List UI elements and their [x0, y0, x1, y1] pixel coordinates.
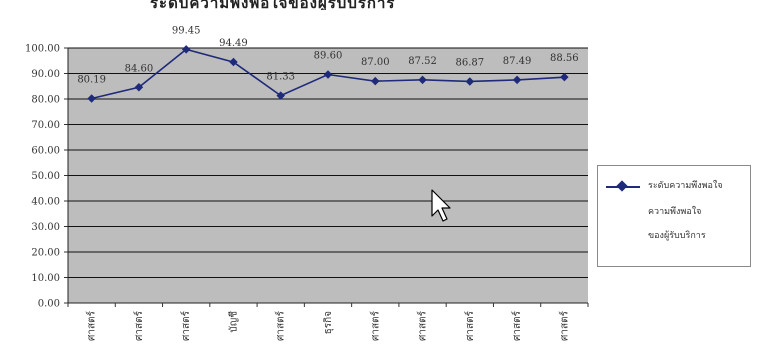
mouse-pointer-icon	[431, 189, 451, 222]
data-label: 87.49	[503, 56, 532, 67]
x-tick-label: ธุรกิจ	[323, 311, 334, 335]
data-point-marker	[465, 77, 475, 86]
series	[87, 45, 569, 103]
data-labels: 80.19 84.60 99.45 94.49 81.33 89.60 87.00 87.52…	[77, 25, 578, 85]
x-tick-label: บัญชี	[227, 311, 239, 333]
x-tick-labels: ศาสตร์ ศาสตร์ ศาสตร์ บัญชี ศาสตร์ ธุรกิจ ศาสตร…	[86, 310, 571, 341]
data-label: 87.00	[361, 57, 390, 68]
data-point-marker	[229, 57, 238, 67]
data-label: 87.52	[408, 56, 437, 67]
data-point-marker	[323, 70, 333, 79]
y-tick-label: 70.00	[31, 120, 60, 131]
data-label: 86.87	[455, 57, 484, 68]
x-tick-label: ศาสตร์	[86, 310, 98, 341]
y-tick-label: 100.00	[25, 44, 60, 55]
legend: ระดับความพึงพอใจ ความพึงพอใจ ของผู้รับบร…	[597, 165, 751, 267]
data-point-marker	[371, 76, 380, 86]
y-tick-label: 20.00	[31, 248, 60, 259]
data-label: 80.19	[77, 75, 106, 86]
data-point-marker	[418, 75, 427, 85]
data-point-marker	[276, 91, 285, 100]
data-label: 84.60	[125, 63, 154, 74]
legend-marker-swatch	[616, 180, 628, 192]
y-tick-label: 40.00	[31, 197, 60, 208]
chart-title-strip: ระดับความพึงพอใจของผู้รับบริการ	[0, 0, 761, 10]
x-tick-label: ศาสตร์	[558, 310, 570, 341]
axes	[64, 47, 589, 307]
data-label: 89.60	[314, 51, 343, 62]
x-tick-label: ศาสตร์	[369, 310, 381, 341]
legend-text-line-2: ความพึงพอใจ	[648, 207, 702, 217]
data-label: 99.45	[172, 25, 201, 36]
data-label: 81.33	[266, 72, 295, 83]
y-tick-labels: 0.00 10.00 20.00 30.00 40.00 50.00 60.00 70.00 8…	[25, 44, 60, 310]
x-tick-label: ศาสตร์	[133, 310, 145, 341]
data-label: 94.49	[219, 38, 248, 49]
x-tick-label: ศาสตร์	[180, 310, 192, 341]
y-tick-label: 0.00	[38, 299, 60, 310]
y-tick-label: 60.00	[31, 146, 60, 157]
data-point-marker	[87, 94, 96, 103]
legend-text-line-3: ของผู้รับบริการ	[648, 231, 706, 241]
y-tick-label: 30.00	[31, 222, 60, 233]
legend-text-line-1: ระดับความพึงพอใจ	[648, 181, 723, 191]
y-tick-label: 80.00	[31, 95, 60, 106]
data-point-marker	[134, 83, 144, 92]
data-point-marker	[181, 45, 191, 54]
y-tick-label: 90.00	[31, 69, 60, 80]
y-tick-label: 50.00	[31, 171, 60, 182]
gridlines	[68, 47, 588, 278]
x-tick-label: ศาสตร์	[511, 310, 523, 341]
x-tick-label: ศาสตร์	[275, 310, 287, 341]
data-label: 88.56	[550, 53, 579, 64]
x-tick-label: ศาสตร์	[417, 310, 429, 341]
y-tick-label: 10.00	[31, 273, 60, 284]
x-tick-label: ศาสตร์	[464, 310, 476, 341]
chart-title: ระดับความพึงพอใจของผู้รับบริการ	[150, 0, 396, 10]
